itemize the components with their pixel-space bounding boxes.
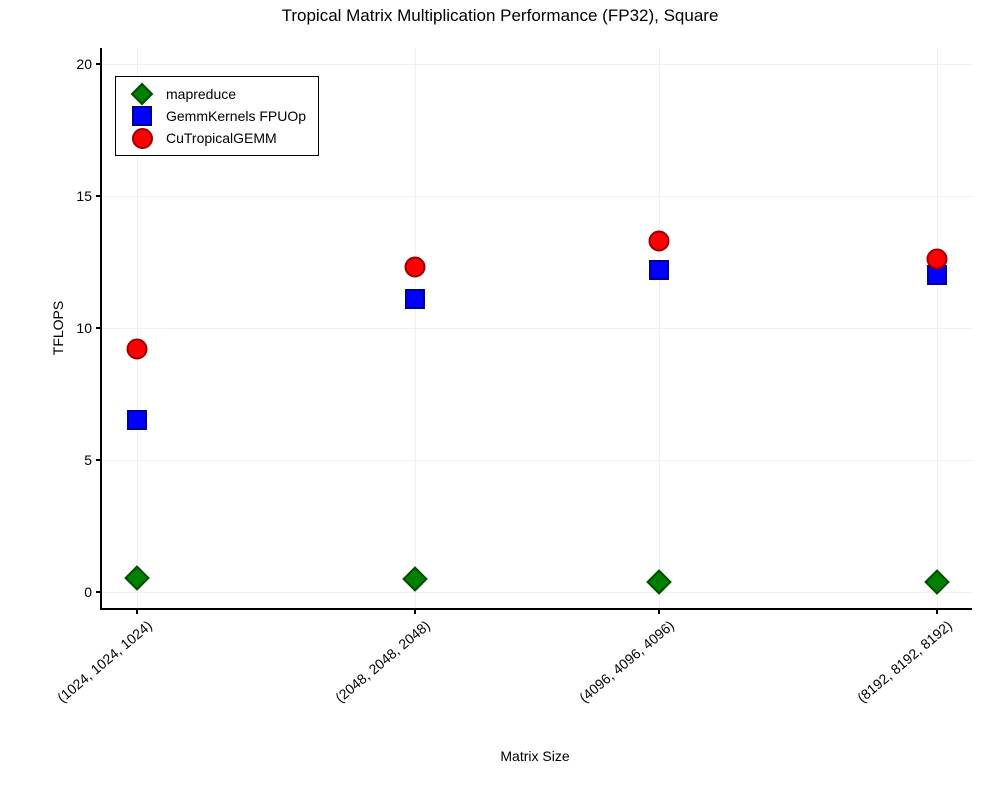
gridline-vertical (415, 48, 416, 608)
xtick-label: (8192, 8192, 8192) (847, 608, 956, 706)
gridline-horizontal (102, 64, 972, 65)
data-point (128, 569, 146, 587)
circle-icon (124, 128, 160, 149)
chart-container: Tropical Matrix Multiplication Performan… (0, 0, 1000, 800)
data-point (127, 410, 147, 430)
ytick-label: 15 (76, 188, 102, 204)
data-point (650, 573, 668, 591)
data-point (928, 573, 946, 591)
xtick-label: (1024, 1024, 1024) (46, 608, 155, 706)
gridline-horizontal (102, 460, 972, 461)
gridline-horizontal (102, 328, 972, 329)
x-axis-label: Matrix Size (500, 748, 569, 764)
data-point (927, 249, 948, 270)
y-axis-label: TFLOPS (50, 301, 66, 355)
xtick-label: (2048, 2048, 2048) (325, 608, 434, 706)
ytick-label: 0 (84, 584, 102, 600)
ytick-label: 5 (84, 452, 102, 468)
data-point (406, 570, 424, 588)
gridline-vertical (937, 48, 938, 608)
ytick-label: 20 (76, 56, 102, 72)
data-point (126, 339, 147, 360)
legend-item: mapreduce (124, 83, 306, 105)
diamond-icon (124, 86, 160, 102)
data-point (405, 289, 425, 309)
gridline-horizontal (102, 196, 972, 197)
legend-item: CuTropicalGEMM (124, 127, 306, 149)
data-point (649, 260, 669, 280)
legend-label: GemmKernels FPUOp (160, 108, 306, 124)
legend-item: GemmKernels FPUOp (124, 105, 306, 127)
ytick-label: 10 (76, 320, 102, 336)
legend-label: CuTropicalGEMM (160, 130, 277, 146)
gridline-vertical (659, 48, 660, 608)
data-point (648, 230, 669, 251)
square-icon (124, 106, 160, 126)
chart-title: Tropical Matrix Multiplication Performan… (0, 6, 1000, 26)
data-point (405, 257, 426, 278)
legend: mapreduce GemmKernels FPUOp CuTropicalGEMM (115, 76, 319, 156)
xtick-label: (4096, 4096, 4096) (568, 608, 677, 706)
legend-label: mapreduce (160, 86, 236, 102)
gridline-horizontal (102, 592, 972, 593)
